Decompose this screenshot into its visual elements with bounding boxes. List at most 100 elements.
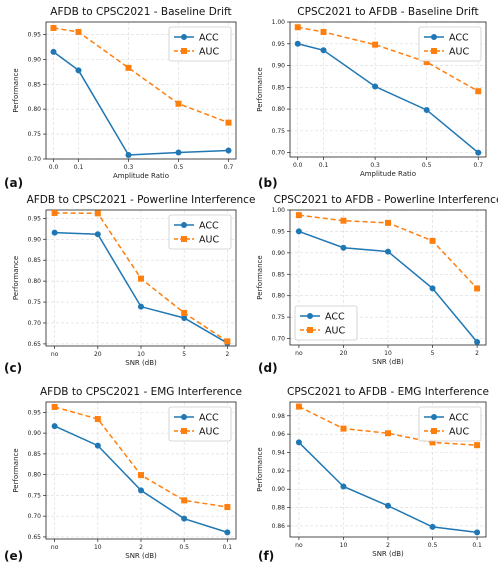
data-point-auc: [50, 24, 57, 31]
y-tick-label: 0.75: [272, 128, 286, 135]
legend-marker: [181, 414, 187, 420]
data-point-auc: [181, 497, 188, 504]
data-point-acc: [340, 244, 347, 251]
legend-label: AUC: [449, 427, 469, 438]
x-tick-label: 0.7: [473, 162, 483, 169]
y-tick-label: 0.80: [272, 293, 286, 300]
y-tick-label: 0.90: [28, 430, 42, 437]
x-axis-label: SNR (dB): [372, 550, 404, 558]
legend-marker: [431, 428, 437, 434]
x-tick-label: 0.1: [74, 164, 84, 171]
x-axis-label: Amplitude Ratio: [360, 170, 416, 178]
chart-title: CPSC2021 to AFDB - EMG Interference: [287, 386, 489, 398]
panel-label: (f): [258, 549, 274, 563]
y-tick-label: 0.85: [272, 271, 286, 278]
y-tick-label: 0.96: [272, 431, 286, 438]
y-tick-label: 0.90: [28, 236, 42, 243]
data-point-acc: [181, 314, 188, 321]
y-tick-label: 0.95: [28, 215, 42, 222]
y-axis-label: Performance: [12, 448, 20, 492]
panel-label: (e): [4, 549, 23, 563]
chart-panel-6: 0.86 0.88 0.90 0.92 0.94 0.96 0.98 no 10 2 0.5 0.1 C…: [256, 386, 489, 563]
chart-panel-5: 0.65 0.70 0.75 0.80 0.85 0.90 0.95 no 10 2 0.5 0.1 A…: [4, 386, 242, 563]
y-tick-label: 0.90: [272, 486, 286, 493]
x-axis-label: SNR (dB): [125, 359, 157, 367]
data-point-acc: [295, 228, 302, 235]
data-point-acc: [138, 303, 144, 310]
chart-panel-2: 0.70 0.75 0.80 0.85 0.90 0.95 1.00 0.0 0.1 0.3 0.5…: [256, 6, 487, 190]
legend-label: ACC: [199, 33, 219, 44]
data-point-acc: [320, 47, 327, 54]
y-tick-label: 0.75: [272, 314, 286, 321]
y-tick-label: 0.70: [28, 156, 42, 163]
x-tick-label: 0.0: [49, 164, 59, 171]
y-tick-label: 0.85: [272, 84, 286, 91]
data-point-auc: [295, 212, 302, 219]
data-point-acc: [125, 152, 132, 159]
data-point-acc: [295, 439, 302, 446]
y-axis-label: Performance: [256, 67, 264, 111]
legend: ACC AUC: [168, 406, 232, 442]
legend-marker: [181, 222, 187, 228]
y-tick-label: 0.90: [28, 56, 42, 63]
data-point-acc: [423, 106, 430, 113]
y-tick-label: 0.75: [28, 131, 42, 138]
x-tick-label: 0.1: [223, 544, 233, 551]
panel-label: (a): [4, 176, 23, 190]
data-point-acc: [474, 529, 481, 536]
y-tick-label: 0.70: [28, 320, 42, 327]
legend: ACC AUC: [168, 214, 232, 250]
data-point-auc: [175, 100, 182, 107]
y-tick-label: 0.65: [28, 534, 42, 541]
y-tick-label: 0.75: [28, 492, 42, 499]
data-point-auc: [429, 237, 436, 244]
x-tick-label: 10: [340, 542, 348, 549]
series-line-auc: [298, 405, 478, 446]
data-point-auc: [320, 29, 327, 36]
legend: ACC AUC: [294, 305, 358, 341]
data-point-auc: [294, 24, 301, 31]
y-tick-label: 0.98: [272, 413, 286, 420]
legend-label: AUC: [199, 47, 219, 58]
legend: ACC AUC: [168, 26, 232, 62]
data-point-auc: [94, 210, 101, 217]
data-point-auc: [225, 119, 232, 126]
chart-title: CPSC2021 to AFDB - Powerline Interferenc…: [274, 194, 498, 206]
x-tick-label: 0.5: [179, 544, 189, 551]
data-point-acc: [181, 515, 188, 522]
y-tick-label: 0.80: [28, 278, 42, 285]
data-point-acc: [50, 48, 57, 55]
data-point-auc: [51, 403, 58, 410]
data-point-auc: [224, 338, 231, 345]
x-tick-label: 0.5: [174, 164, 184, 171]
y-tick-label: 0.70: [272, 336, 286, 343]
legend-marker: [431, 34, 437, 40]
y-axis-label: Performance: [256, 255, 264, 299]
data-point-acc: [51, 423, 58, 430]
legend-marker: [307, 313, 313, 319]
plot-frame: [45, 21, 237, 160]
data-point-auc: [372, 41, 379, 48]
y-tick-label: 1.00: [272, 19, 286, 26]
x-tick-label: 0.3: [124, 164, 134, 171]
x-tick-label: 10: [137, 351, 145, 358]
y-tick-label: 0.95: [272, 228, 286, 235]
legend-label: ACC: [449, 33, 469, 44]
y-tick-label: 0.80: [28, 106, 42, 113]
data-point-auc: [181, 309, 188, 316]
chart-title: CPSC2021 to AFDB - Baseline Drift: [297, 6, 478, 18]
x-tick-label: 5: [182, 351, 186, 358]
y-tick-label: 0.70: [28, 513, 42, 520]
data-point-auc: [474, 285, 481, 292]
series-line-acc: [53, 51, 229, 156]
y-tick-label: 0.86: [272, 523, 286, 530]
data-point-auc: [125, 64, 132, 71]
series-line-auc: [53, 27, 229, 124]
y-tick-label: 0.95: [272, 41, 286, 48]
x-tick-label: 0.7: [224, 164, 234, 171]
data-point-auc: [138, 472, 144, 479]
x-axis-label: Amplitude Ratio: [113, 172, 169, 180]
x-tick-label: 2: [386, 542, 390, 549]
data-point-auc: [474, 442, 481, 449]
data-point-acc: [75, 67, 82, 74]
